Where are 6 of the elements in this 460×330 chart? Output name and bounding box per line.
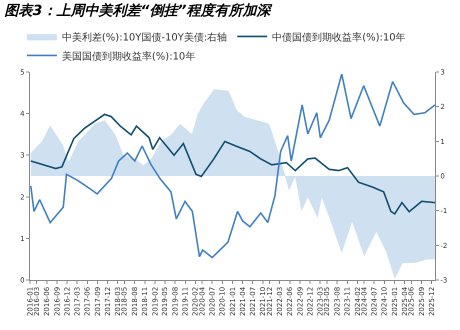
legend-label: 美国国债到期收益率(%):10年	[62, 50, 196, 62]
legend-label: 中美利差(%):10Y国债-10Y美债:右轴	[62, 31, 228, 44]
line-series	[30, 73, 435, 258]
legend-label: 中债国债到期收益率(%):10年	[272, 31, 406, 44]
chart-title: 图表3：上周中美利差“倒挂”程度有所加深	[4, 2, 272, 19]
line-series	[30, 114, 435, 215]
